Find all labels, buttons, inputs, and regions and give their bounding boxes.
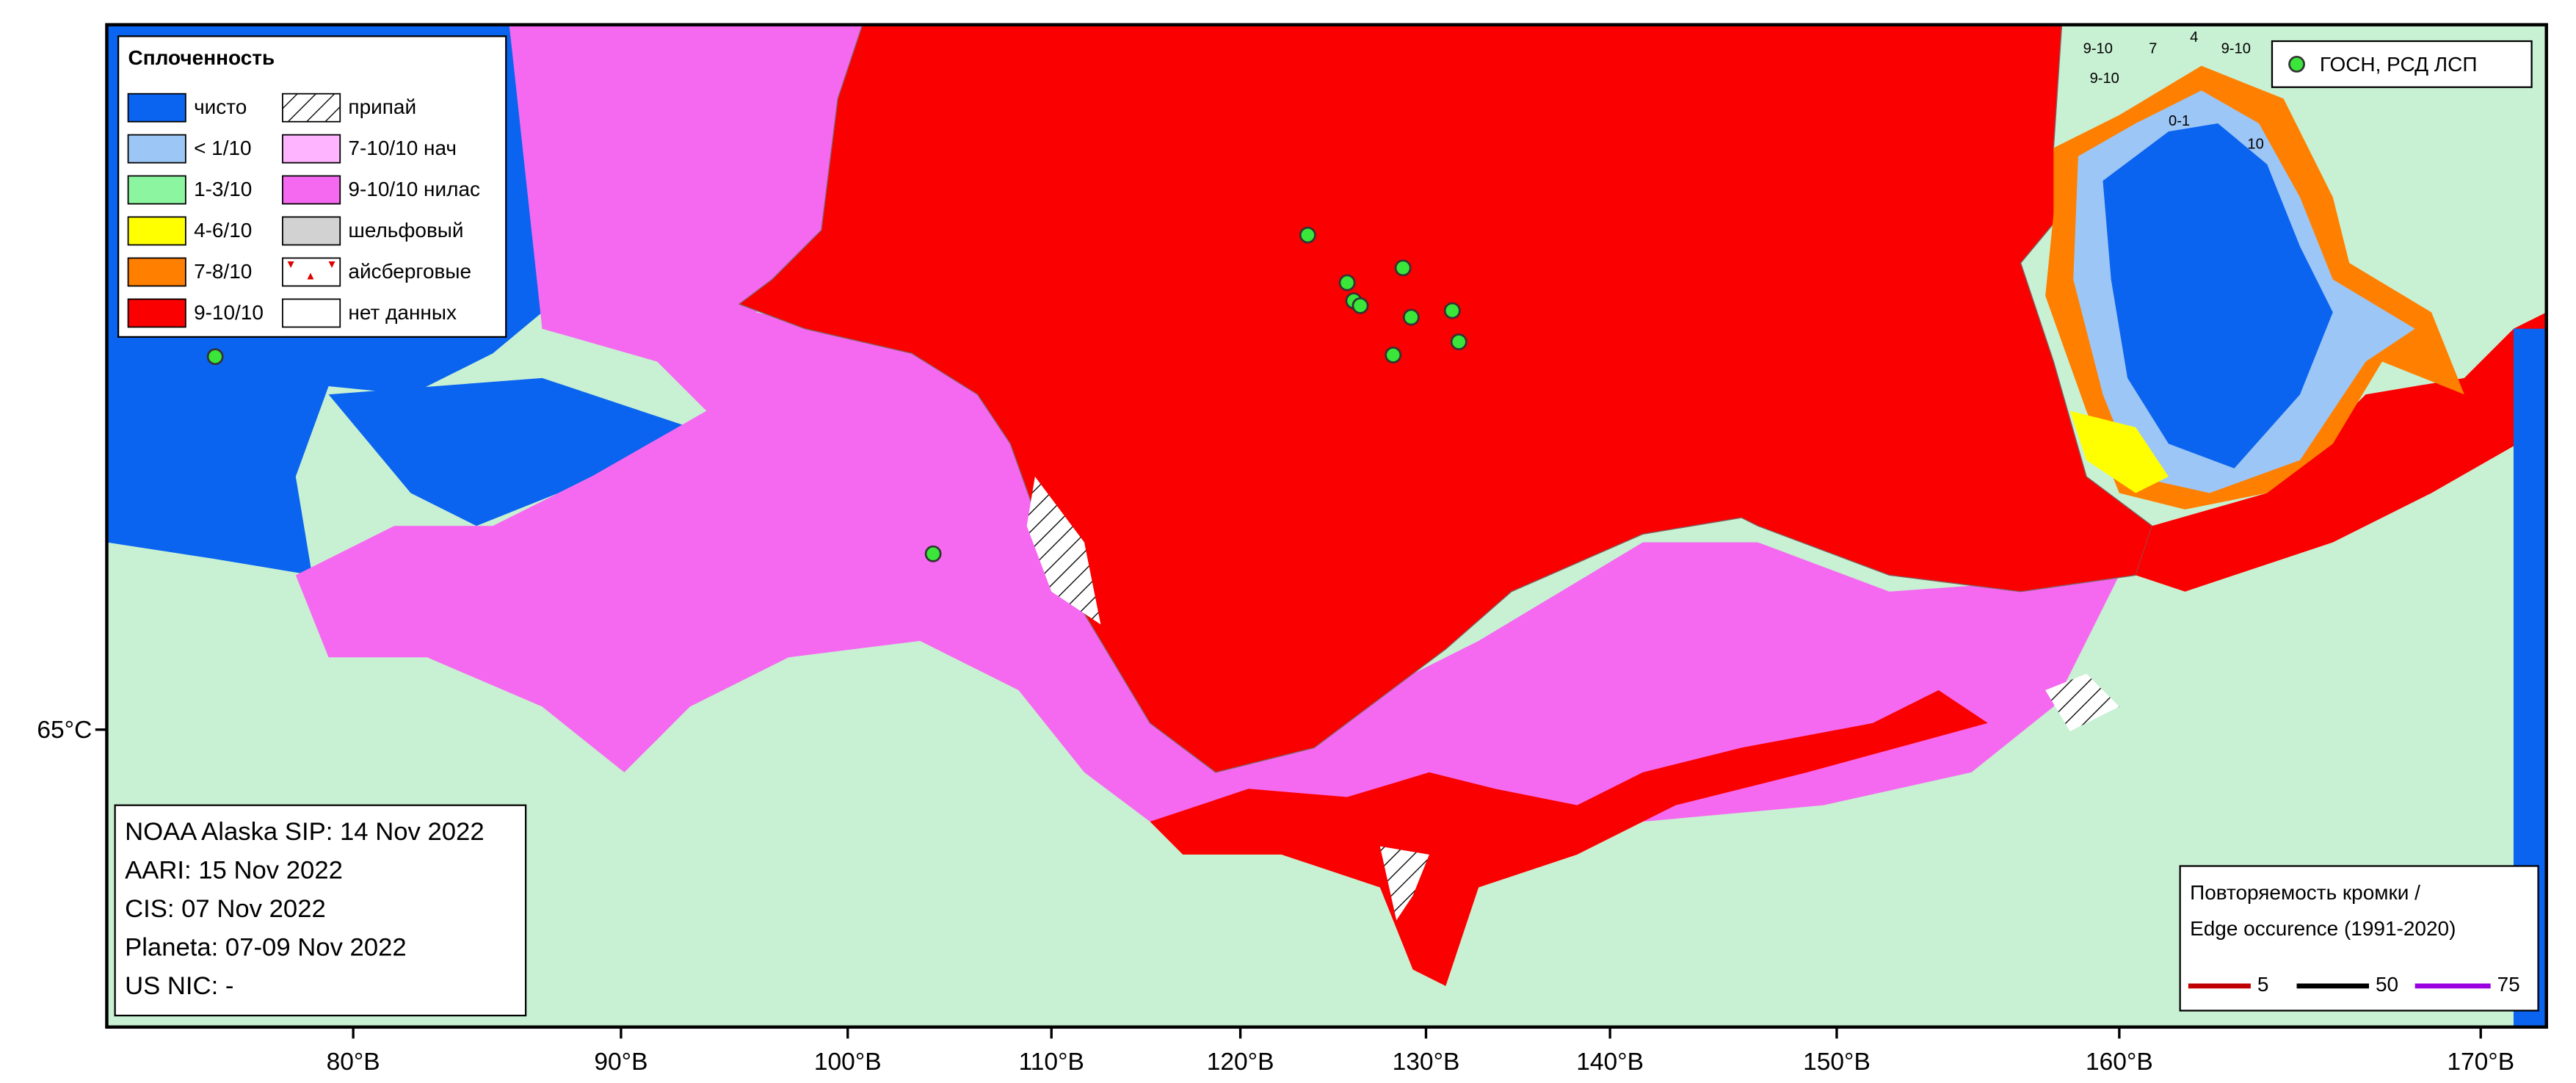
legend-swatch: [282, 134, 341, 164]
map-label: 10: [2247, 136, 2263, 152]
source-line: AARI: 15 Nov 2022: [125, 856, 343, 884]
station: [1385, 347, 1402, 363]
station: [1299, 226, 1316, 244]
map-label: 0-1: [2169, 113, 2190, 129]
lon-label: 140°В: [1576, 1048, 1644, 1076]
legend-title: Сплоченность: [128, 46, 275, 69]
sources-box: NOAA Alaska SIP: 14 Nov 2022 AARI: 15 Nov…: [114, 804, 527, 1017]
station: [1443, 302, 1461, 319]
legend-swatch: [282, 93, 341, 123]
sources-frame: [114, 804, 527, 1017]
station: [206, 348, 224, 366]
iceberg-symbol: [287, 261, 335, 280]
legend-label: 7-10/10 нач: [348, 137, 457, 159]
fast-ice: [2045, 673, 2119, 731]
map-label: 4: [2190, 29, 2198, 46]
sea-open: [2102, 123, 2333, 468]
legend-label: нет данных: [348, 301, 457, 324]
legend-label: шельфовый: [348, 219, 463, 242]
lon-label: 170°В: [2447, 1048, 2514, 1076]
legend-label: припай: [348, 95, 416, 118]
legend-label: 75: [2497, 973, 2520, 996]
lon-label: 80°В: [327, 1048, 380, 1076]
legend-marker: [2288, 55, 2305, 73]
legend-label: 7-8/10: [194, 260, 252, 283]
legend-swatch: [127, 298, 186, 328]
lon-label: 90°В: [594, 1048, 647, 1076]
legend-label: 50: [2376, 973, 2398, 996]
legend-label: 9-10/10 нилас: [348, 178, 480, 200]
ice-4-6: [2069, 410, 2169, 493]
legend-label: < 1/10: [194, 137, 252, 159]
legend-swatch: [127, 175, 186, 205]
stations-legend: ГОСН, РСД ЛСП: [2271, 40, 2533, 88]
lon-label: 130°В: [1393, 1048, 1460, 1076]
legend-label: 1-3/10: [194, 178, 252, 200]
station: [1352, 297, 1369, 314]
lat-label: 65°С: [37, 717, 92, 744]
legend-label: 5: [2257, 973, 2269, 996]
source-line: US NIC: -: [125, 972, 233, 1000]
legend-label: ГОСН, РСД ЛСП: [2320, 53, 2478, 76]
map-label: 9-10: [2083, 41, 2113, 57]
legend-label: айсберговые: [348, 260, 471, 283]
stations: [206, 226, 1467, 562]
lon-label: 110°В: [1019, 1048, 1084, 1076]
legend-title: Повторяемость кромки /: [2190, 881, 2420, 904]
axis: 65°С 80°В 90°В 100°В 110°В 120°В 130°В 140°В 15…: [37, 717, 2514, 1076]
map-frame: [105, 23, 2548, 1029]
legend-swatch: [127, 93, 186, 123]
legend-swatch: [282, 175, 341, 205]
legend-box: [2271, 40, 2533, 88]
legend-swatch: [282, 298, 341, 328]
concentration-legend: Сплоченность чисто < 1/10 1-3/10 4-6/10 7-8/…: [117, 35, 507, 338]
sea-open: [328, 377, 690, 526]
source-line: NOAA Alaska SIP: 14 Nov 2022: [125, 818, 485, 846]
lon-label: 120°В: [1207, 1048, 1274, 1076]
legend-label: 9-10/10: [194, 301, 264, 324]
lon-label: 150°В: [1803, 1048, 1871, 1076]
station: [1338, 274, 1356, 291]
station: [1394, 259, 1412, 277]
legend-label: 4-6/10: [194, 219, 252, 242]
edge-legend: Повторяемость кромки / Edge occurence (1…: [2179, 865, 2539, 1012]
fast-ice: [1026, 477, 1101, 625]
ice-9-10: [1150, 690, 1988, 986]
station: [1450, 333, 1467, 351]
lon-label: 100°В: [814, 1048, 882, 1076]
station: [924, 545, 942, 562]
source-line: Planeta: 07-09 Nov 2022: [125, 934, 407, 962]
map-label: 9-10: [2090, 70, 2119, 87]
map-label: 7: [2149, 41, 2157, 57]
legend-title: Edge occurence (1991-2020): [2190, 917, 2456, 940]
map: 9-10 9-10 7 4 9-10 0-1 10: [106, 24, 2547, 1027]
lon-label: 160°В: [2086, 1048, 2153, 1076]
source-line: CIS: 07 Nov 2022: [125, 895, 326, 923]
legend-swatch: [127, 257, 186, 287]
ice-nilas: [295, 24, 2119, 822]
legend-label: чисто: [194, 95, 247, 118]
legend-swatch: [127, 134, 186, 164]
station: [1402, 308, 1420, 326]
legend-swatch: [127, 216, 186, 246]
legend-swatch: [282, 216, 341, 246]
map-label: 9-10: [2221, 41, 2251, 57]
